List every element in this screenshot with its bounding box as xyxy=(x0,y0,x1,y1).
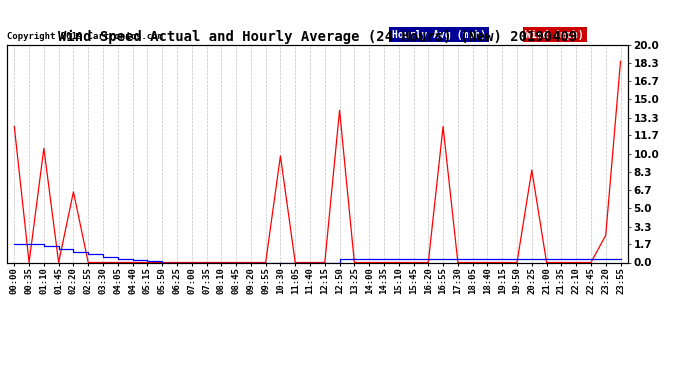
Title: Wind Speed Actual and Hourly Average (24 Hours) (New) 20190409: Wind Speed Actual and Hourly Average (24… xyxy=(58,30,577,44)
Text: Wind (mph): Wind (mph) xyxy=(526,30,584,40)
Text: Copyright 2019 Cartronics.com: Copyright 2019 Cartronics.com xyxy=(7,32,163,40)
Text: Hourly Avg (mph): Hourly Avg (mph) xyxy=(392,30,486,40)
